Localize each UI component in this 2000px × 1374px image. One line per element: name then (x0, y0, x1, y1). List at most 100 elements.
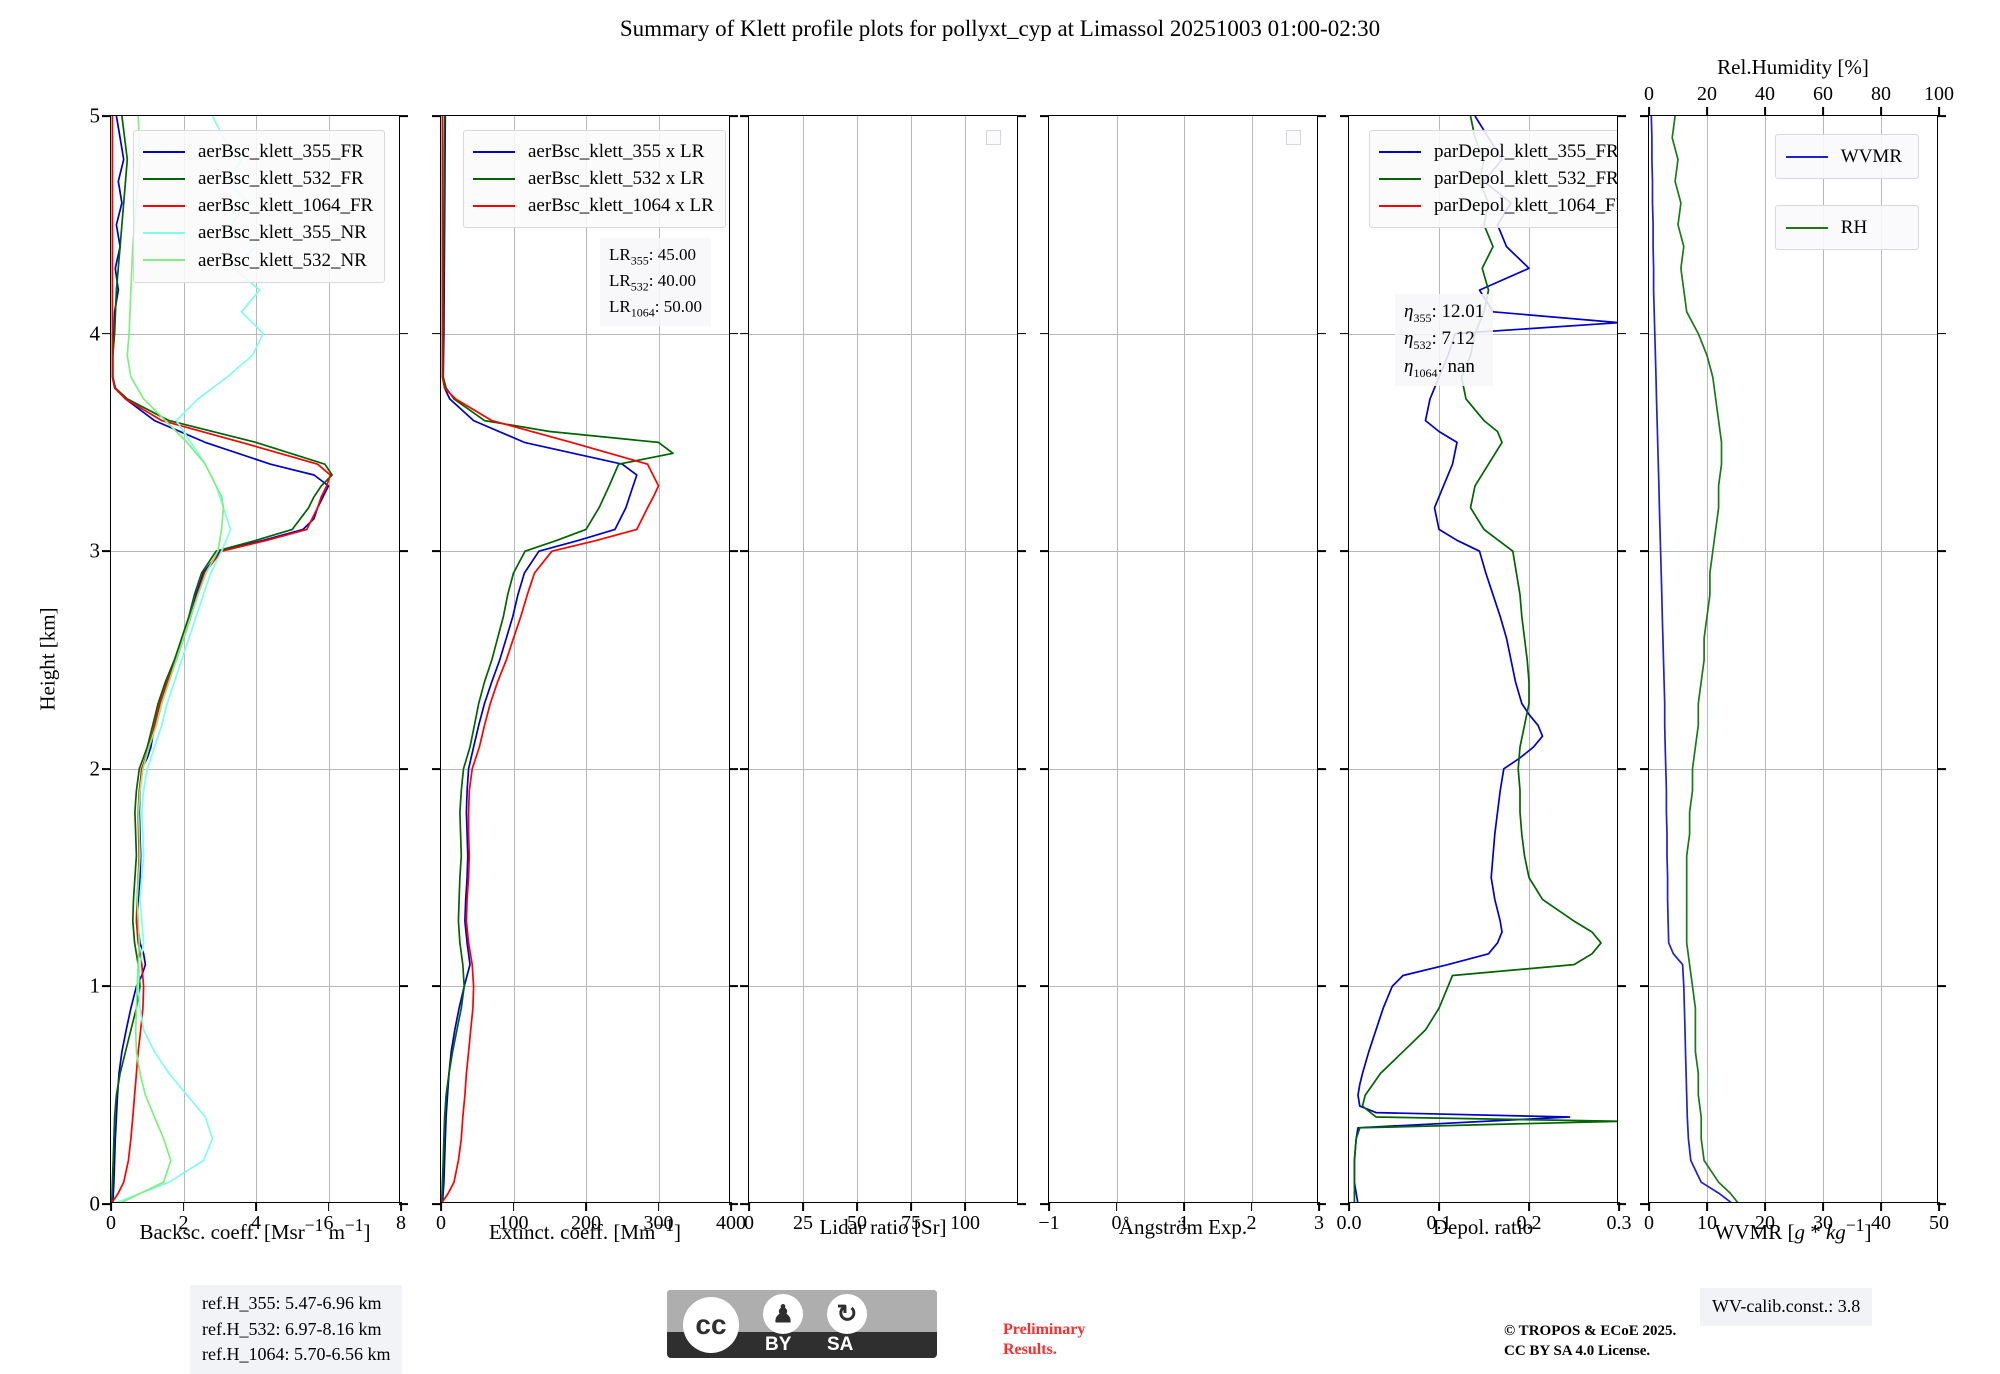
empty-legend-placeholder-lidar-ratio (986, 130, 1001, 145)
x-tick-label: 0 (1644, 1212, 1654, 1234)
y-tick-mark (740, 550, 749, 553)
series-line (441, 116, 638, 1202)
y-tick-mark (740, 332, 749, 335)
y-tick-label: 2 (89, 756, 101, 781)
x-tick-mark (730, 1202, 732, 1211)
y-gridline (441, 768, 729, 770)
legend-item[interactable]: aerBsc_klett_355_FR (143, 138, 373, 165)
top-x-tick-mark (1648, 107, 1650, 116)
cc-by-label: BY (765, 1334, 792, 1355)
x-tick-mark (512, 1202, 515, 1211)
legend-wvmr-rh[interactable]: WVMR RH (1774, 134, 1919, 251)
x-tick-label: 3 (1314, 1212, 1324, 1234)
x-tick-mark (1115, 1202, 1118, 1211)
legend-item[interactable]: aerBsc_klett_1064 x LR (473, 192, 714, 219)
legend-backscatter[interactable]: aerBsc_klett_355_FR aerBsc_klett_532_FR ae… (133, 130, 386, 283)
x-gridline (1529, 116, 1530, 1202)
legend-label: RH (1840, 217, 1868, 239)
x-tick-label: 75 (901, 1212, 921, 1234)
annotation-subscript: 532 (630, 279, 649, 294)
top-x-tick-label: 20 (1697, 83, 1717, 105)
y-gridline (1049, 986, 1317, 988)
legend-item[interactable]: parDepol_klett_532_FR (1379, 165, 1617, 192)
series-canvas-depol-ratio (1353, 116, 1617, 1202)
x-gridline (1823, 116, 1824, 1202)
x-tick-label: 2 (178, 1212, 189, 1234)
x-axis-title-angstrom: Ångström Exp. (1118, 1215, 1248, 1239)
legend-depol-ratio[interactable]: parDepol_klett_355_FR parDepol_klett_532_… (1369, 130, 1617, 229)
legend-item[interactable]: parDepol_klett_1064_FR (1379, 192, 1617, 219)
legend-item[interactable]: RH (1774, 205, 1919, 251)
x-tick-label: 400 (716, 1212, 746, 1234)
top-x-tick-mark (1706, 107, 1708, 116)
plot-area-wvmr-rh: WVMR RH (1649, 116, 1937, 1202)
y-tick-mark (102, 550, 111, 553)
legend-item[interactable]: aerBsc_klett_532_NR (143, 247, 373, 274)
y-tick-mark (102, 985, 111, 988)
y-tick-mark (399, 550, 408, 553)
annotation-depol-ratio: η355: 12.01 η532: 7.12 η1064: nan (1395, 294, 1494, 387)
x-gridline (1251, 116, 1253, 1202)
ref-h-532: ref.H_532: 6.97-8.16 km (202, 1318, 382, 1339)
legend-color-swatch (1379, 204, 1421, 207)
annotation-extinction: LR355: 45.00 LR532: 40.00 LR1064: 50.00 (600, 238, 711, 326)
y-gridline (1649, 986, 1937, 988)
x-gridline (1765, 116, 1766, 1202)
y-gridline (1349, 551, 1617, 553)
legend-item[interactable]: aerBsc_klett_1064_FR (143, 192, 373, 219)
legend-label: aerBsc_klett_355_FR (198, 141, 364, 162)
legend-label: aerBsc_klett_532 x LR (528, 168, 705, 190)
x-axis-title-depol-ratio: Depol. ratio (1432, 1215, 1534, 1239)
legend-item[interactable]: aerBsc_klett_355 x LR (473, 138, 714, 165)
x-gridline (658, 116, 660, 1202)
x-tick-mark (910, 1202, 912, 1211)
x-tick-mark (110, 1202, 112, 1211)
legend-item[interactable]: WVMR (1774, 134, 1919, 180)
y-tick-mark (1937, 332, 1946, 335)
y-tick-mark (740, 115, 749, 117)
annotation-symbol: η (1404, 301, 1414, 322)
x-tick-label: 30 (1813, 1212, 1833, 1234)
y-tick-mark (1040, 767, 1049, 770)
legend-item[interactable]: aerBsc_klett_355_NR (143, 219, 373, 246)
y-tick-mark (1340, 115, 1349, 117)
y-tick-mark (432, 985, 441, 988)
series-canvas-wvmr-rh (1650, 116, 1739, 1202)
y-gridline (441, 551, 729, 553)
legend-item[interactable]: aerBsc_klett_532 x LR (473, 165, 714, 192)
y-tick-mark (1617, 985, 1626, 988)
x-gridline (1439, 116, 1440, 1202)
legend-color-swatch (473, 150, 515, 153)
x-tick-mark (1183, 1202, 1185, 1211)
y-tick-mark (432, 767, 441, 770)
annotation-symbol: η (1404, 328, 1414, 350)
y-tick-mark (432, 550, 441, 553)
x-tick-mark (748, 1202, 750, 1211)
y-tick-mark (1937, 115, 1946, 117)
y-tick-mark (1040, 550, 1049, 553)
plot-area-lidar-ratio (749, 116, 1017, 1202)
y-tick-mark (740, 985, 749, 988)
x-axis-title-backscatter: Backsc. coeff. [Msr−1 m−1] (139, 1215, 371, 1244)
legend-label: parDepol_klett_1064_FR (1434, 195, 1617, 217)
top-x-tick-mark (1822, 107, 1824, 116)
x-tick-label: 4 (251, 1212, 261, 1234)
legend-extinction[interactable]: aerBsc_klett_355 x LR aerBsc_klett_532 x … (463, 130, 726, 229)
x-tick-mark (400, 1202, 402, 1211)
top-x-tick-mark (1764, 107, 1766, 116)
y-axis-title: Height [km] (35, 607, 60, 711)
top-x-tick-label: 80 (1871, 83, 1891, 105)
y-tick-mark (399, 115, 408, 117)
x-tick-label: 40 (1871, 1212, 1891, 1234)
series-line (441, 116, 660, 1202)
y-tick-mark (1040, 115, 1049, 117)
legend-item[interactable]: parDepol_klett_355_FR (1379, 138, 1617, 165)
plot-area-angstrom (1049, 116, 1317, 1202)
y-tick-mark (1017, 1203, 1026, 1205)
legend-item[interactable]: aerBsc_klett_532_FR (143, 165, 373, 192)
y-tick-mark (1617, 767, 1626, 770)
legend-label: WVMR (1840, 146, 1902, 167)
y-tick-mark (1317, 115, 1326, 117)
copyright-line-2: CC BY SA 4.0 License. (1504, 1342, 1651, 1359)
plot-panel-angstrom: −1 0 1 2 3 (1038, 115, 1326, 1234)
